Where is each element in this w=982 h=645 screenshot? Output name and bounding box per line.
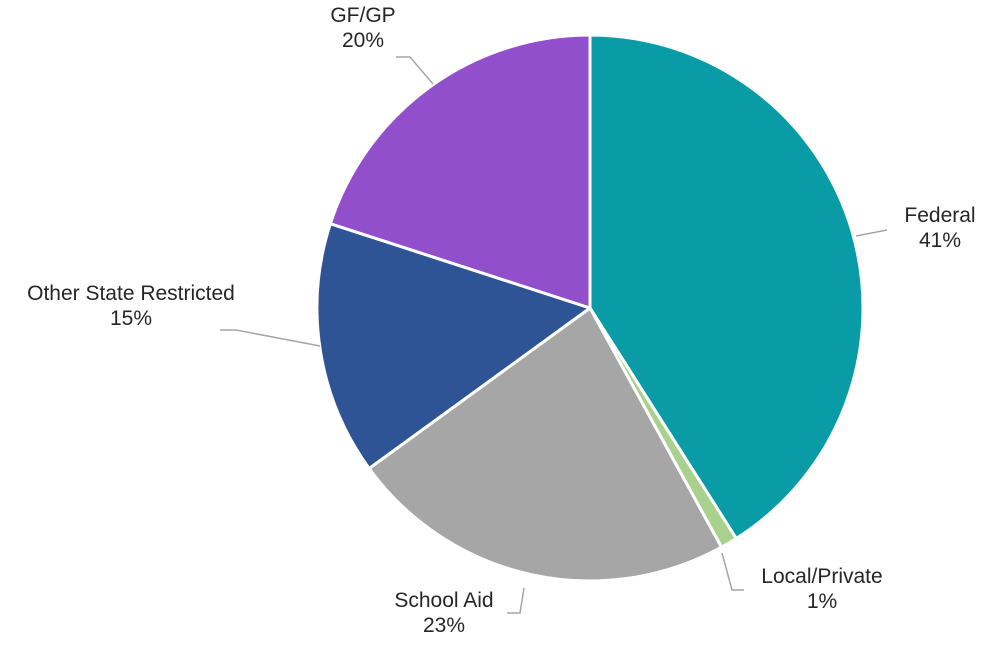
data-label-category: GF/GP	[330, 4, 395, 27]
data-label-category: School Aid	[394, 589, 493, 612]
data-label-percent: 41%	[919, 229, 961, 252]
pie-slices	[315, 33, 865, 583]
data-label-category: Other State Restricted	[27, 282, 235, 305]
data-labels: Federal 41% Local/Private 1% School Aid 23% Ot…	[27, 4, 975, 637]
slice-gf-gp	[328, 33, 592, 310]
leader-line-local-private	[721, 552, 744, 591]
slice-federal	[588, 33, 865, 540]
slice-other-state-restricted	[315, 222, 592, 470]
leader-lines	[220, 56, 888, 614]
leader-line-federal	[855, 229, 888, 237]
leader-line-other-state-restricted	[220, 329, 321, 347]
data-label-category: Local/Private	[761, 565, 882, 588]
slice-school-aid	[367, 306, 724, 583]
data-label-percent: 23%	[423, 614, 465, 637]
data-label-gf-gp: GF/GP 20%	[330, 4, 395, 52]
leader-line-gf-gp	[396, 56, 434, 85]
data-label-local-private: Local/Private 1%	[761, 565, 882, 613]
leader-line-school-aid	[507, 587, 525, 614]
data-label-school-aid: School Aid 23%	[394, 589, 493, 637]
data-label-percent: 20%	[342, 29, 384, 52]
data-label-percent: 15%	[110, 307, 152, 330]
data-label-category: Federal	[904, 204, 975, 227]
data-label-percent: 1%	[807, 590, 837, 613]
data-label-other-state-restricted: Other State Restricted 15%	[27, 282, 235, 330]
data-label-federal: Federal 41%	[904, 204, 975, 252]
